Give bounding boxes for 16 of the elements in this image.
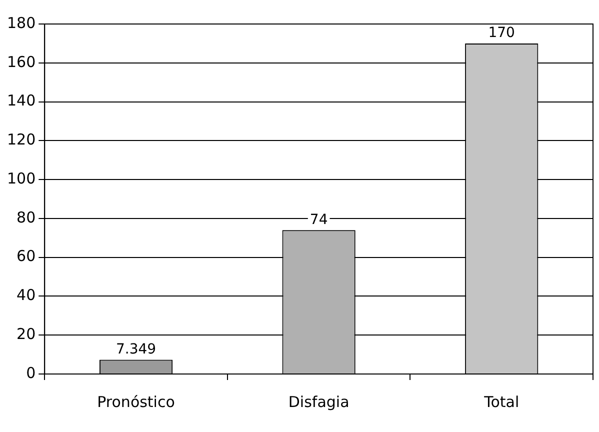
x-tick-label: Pronóstico bbox=[97, 392, 175, 411]
y-tick-label: 60 bbox=[16, 247, 36, 266]
data-label: 170 bbox=[488, 25, 515, 42]
y-tick-label: 180 bbox=[6, 14, 36, 32]
y-tick-label: 140 bbox=[6, 92, 36, 110]
y-tick-label: 160 bbox=[6, 52, 36, 71]
y-tick-label: 80 bbox=[16, 208, 36, 226]
y-tick-label: 100 bbox=[6, 169, 36, 188]
x-tick-label: Disfagia bbox=[288, 392, 350, 411]
y-tick-label: 0 bbox=[26, 364, 36, 382]
x-tick-label: Total bbox=[483, 392, 520, 411]
data-label: 74 bbox=[310, 212, 328, 228]
y-tick-label: 20 bbox=[16, 325, 36, 343]
data-label: 7.349 bbox=[116, 341, 156, 358]
y-tick-label: 40 bbox=[16, 286, 36, 304]
y-tick-label: 120 bbox=[6, 130, 36, 149]
